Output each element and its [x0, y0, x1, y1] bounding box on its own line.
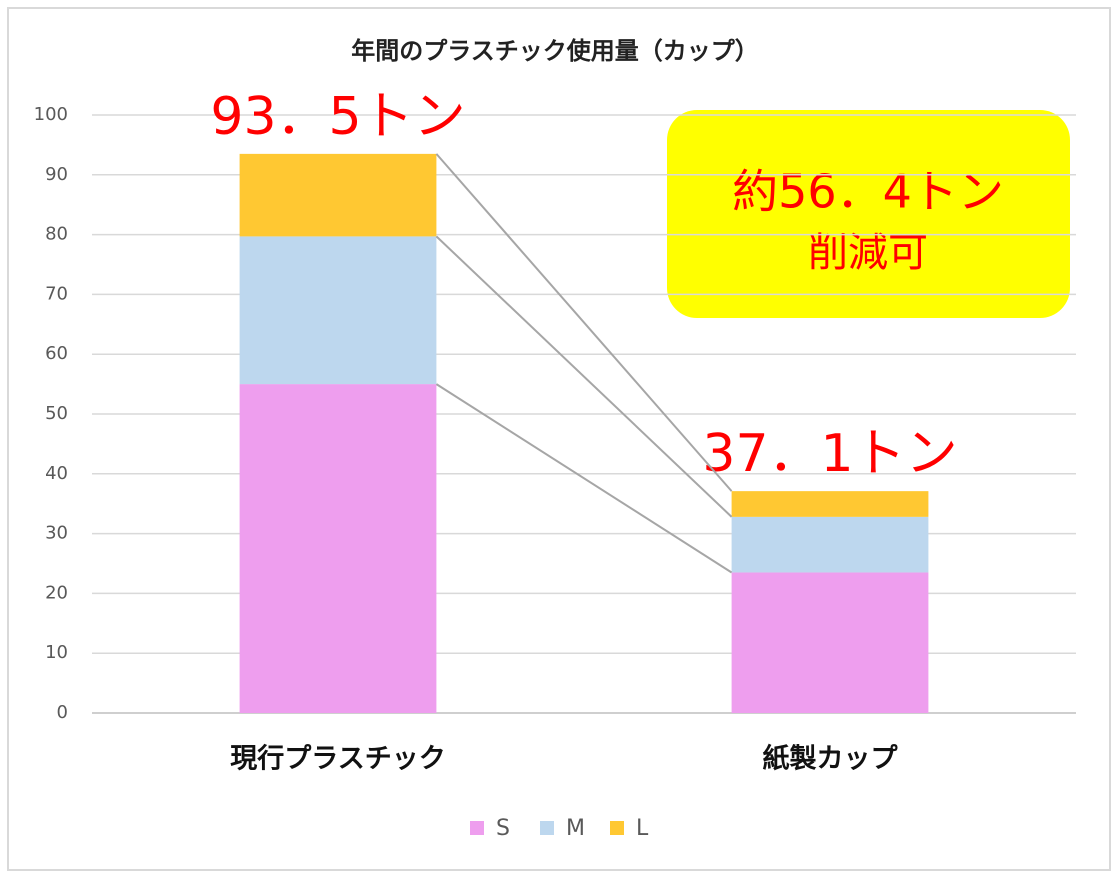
y-tick-label: 50 [45, 403, 68, 424]
y-tick-label: 20 [45, 582, 68, 603]
bar-segment [239, 236, 437, 385]
legend-swatch [540, 821, 554, 835]
x-tick-label: 現行プラスチック [230, 743, 445, 775]
legend-swatch [470, 821, 484, 835]
chart-title: 年間のプラスチック使用量（カップ） [351, 37, 759, 65]
y-tick-label: 70 [45, 283, 68, 304]
annotation: 約56．4トン [732, 165, 1004, 219]
y-tick-label: 80 [45, 224, 68, 245]
y-tick-label: 0 [57, 702, 68, 723]
y-tick-label: 10 [45, 642, 68, 663]
legend-label: S [496, 816, 510, 841]
y-tick-label: 60 [45, 343, 68, 364]
bar-segment [731, 516, 929, 573]
annotation-box [667, 110, 1070, 318]
bar-segment [731, 491, 929, 517]
bar-segment [239, 384, 437, 713]
annotation: 削減可 [808, 230, 928, 276]
y-tick-label: 30 [45, 523, 68, 544]
connector-line [435, 383, 733, 574]
legend-label: M [566, 816, 585, 841]
legend-swatch [610, 821, 624, 835]
total-label: 93．5トン [210, 87, 465, 147]
bar-segment [239, 153, 437, 237]
legend-label: L [636, 816, 649, 841]
y-tick-label: 90 [45, 164, 68, 185]
total-label: 37．1トン [702, 424, 957, 484]
connector-line [435, 235, 733, 518]
bar-segment [731, 572, 929, 713]
connector-line [435, 153, 733, 492]
y-tick-label: 100 [34, 104, 68, 125]
y-tick-label: 40 [45, 463, 68, 484]
x-tick-label: 紙製カップ [763, 743, 899, 775]
